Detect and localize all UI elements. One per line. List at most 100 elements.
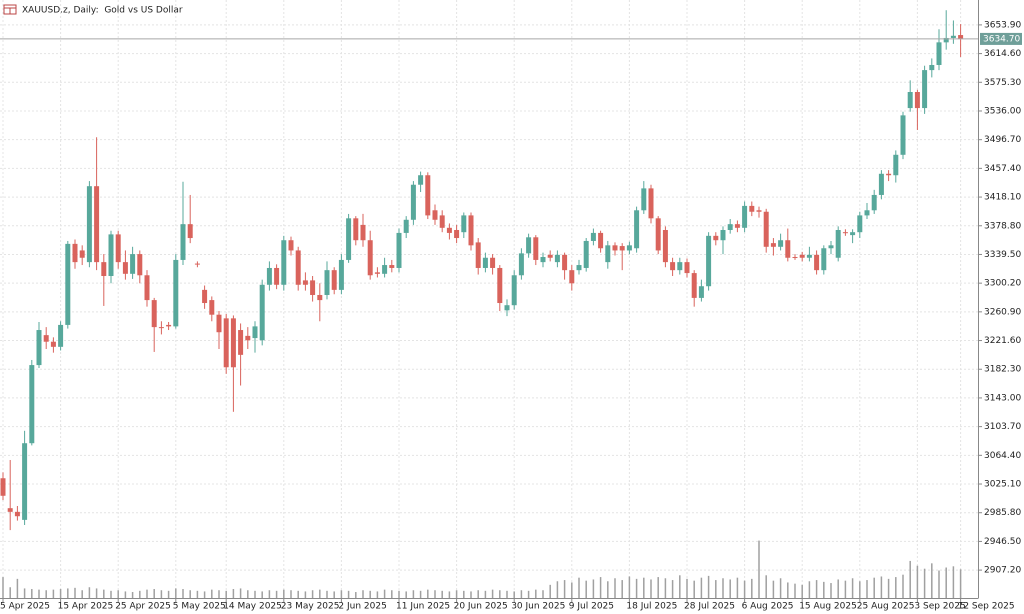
volume-bar bbox=[880, 576, 883, 598]
volume-bar bbox=[751, 578, 753, 598]
volume-bar bbox=[650, 579, 652, 598]
volume-bar bbox=[499, 590, 501, 598]
volume-bar bbox=[902, 574, 904, 598]
candle-body bbox=[346, 218, 352, 260]
candle-body bbox=[360, 224, 366, 241]
volume-bar bbox=[412, 590, 415, 598]
volume-bar bbox=[743, 580, 746, 598]
candle-body bbox=[806, 254, 812, 258]
volume-bar bbox=[283, 589, 285, 598]
y-tick-label: 2985.80 bbox=[984, 508, 1021, 518]
volume-bar bbox=[347, 590, 350, 598]
volume-bar bbox=[779, 578, 782, 598]
volume-bar bbox=[88, 587, 91, 598]
volume-bar bbox=[52, 589, 55, 598]
volume-bar bbox=[110, 590, 112, 598]
volume-bar bbox=[275, 590, 278, 598]
y-tick-label: 3182.30 bbox=[984, 365, 1021, 375]
volume-bar bbox=[484, 590, 487, 598]
y-tick-label: 3064.40 bbox=[984, 451, 1021, 461]
candle-body bbox=[403, 219, 409, 233]
x-tick-label: 15 Apr 2025 bbox=[58, 602, 114, 612]
volume-bar bbox=[736, 577, 739, 598]
candle-body bbox=[936, 42, 942, 65]
volume-bar bbox=[873, 577, 875, 598]
candle-body bbox=[518, 253, 524, 276]
volume-bar bbox=[765, 575, 767, 598]
volume-bar bbox=[931, 563, 933, 598]
candle-body bbox=[778, 240, 784, 247]
candle-body bbox=[137, 254, 143, 276]
candle-body bbox=[295, 250, 301, 285]
candle-body bbox=[439, 215, 445, 228]
candle-body bbox=[821, 248, 827, 271]
volume-bar bbox=[787, 582, 789, 598]
volume-bar bbox=[844, 580, 847, 598]
candle-body bbox=[792, 257, 798, 259]
candle-body bbox=[50, 341, 56, 347]
candle-body bbox=[58, 324, 64, 347]
volume-bar bbox=[340, 590, 343, 598]
volume-bar bbox=[707, 575, 710, 598]
candle-body bbox=[209, 300, 215, 315]
candle-body bbox=[677, 262, 683, 271]
candle-body bbox=[317, 294, 323, 301]
candle-body bbox=[634, 210, 640, 249]
last-price-label: 3634.70 bbox=[983, 34, 1020, 44]
volume-bar bbox=[2, 577, 4, 598]
volume-bar bbox=[542, 590, 544, 598]
candle-body bbox=[655, 218, 661, 251]
volume-bar bbox=[391, 590, 393, 598]
volume-bar bbox=[304, 591, 307, 598]
volume-bar bbox=[664, 578, 667, 598]
candle-body bbox=[353, 218, 359, 241]
candle-body bbox=[943, 37, 949, 43]
candle-body bbox=[814, 254, 820, 271]
x-tick-label: 14 May 2025 bbox=[223, 602, 282, 612]
plot bbox=[0, 0, 978, 598]
candle-body bbox=[828, 245, 834, 249]
volume-bar bbox=[463, 590, 465, 598]
candle-body bbox=[490, 257, 496, 268]
volume-bar bbox=[232, 589, 235, 598]
candle-body bbox=[641, 188, 647, 211]
candle-body bbox=[202, 289, 208, 304]
candle-body bbox=[418, 175, 424, 185]
volume-bar bbox=[722, 578, 724, 598]
candle-body bbox=[900, 115, 906, 155]
volume-bar bbox=[59, 589, 62, 598]
candle-body bbox=[922, 70, 928, 109]
candle-body bbox=[425, 175, 431, 216]
candle-body bbox=[79, 250, 85, 258]
volume-bar bbox=[131, 592, 134, 598]
candle-body bbox=[533, 237, 539, 260]
candle-body bbox=[662, 230, 668, 263]
volume-bar bbox=[81, 590, 83, 598]
candle-body bbox=[468, 215, 474, 246]
volume-bar bbox=[563, 580, 566, 598]
x-tick-label: 18 Jul 2025 bbox=[626, 602, 677, 612]
x-tick-label: 28 Jul 2025 bbox=[684, 602, 735, 612]
candle-body bbox=[374, 272, 380, 274]
volume-bar bbox=[679, 575, 681, 598]
volume-bar bbox=[643, 577, 645, 598]
volume-bar bbox=[657, 577, 659, 598]
volume-bar bbox=[794, 583, 796, 598]
candle-body bbox=[230, 318, 236, 368]
volume-bar bbox=[671, 580, 674, 598]
candle-body bbox=[713, 235, 719, 241]
volume-bar bbox=[887, 578, 890, 598]
candle-body bbox=[482, 257, 488, 268]
volume-bar bbox=[513, 591, 515, 598]
candle-body bbox=[245, 335, 251, 341]
volume-bar bbox=[182, 589, 184, 598]
candle-body bbox=[266, 267, 272, 285]
volume-bar bbox=[455, 590, 458, 598]
volume-bar bbox=[268, 590, 271, 598]
y-tick-label: 3496.70 bbox=[984, 135, 1021, 145]
x-tick-label: 3 Sep 2025 bbox=[914, 602, 965, 612]
candle-body bbox=[878, 173, 884, 195]
volume-bar bbox=[16, 578, 19, 598]
